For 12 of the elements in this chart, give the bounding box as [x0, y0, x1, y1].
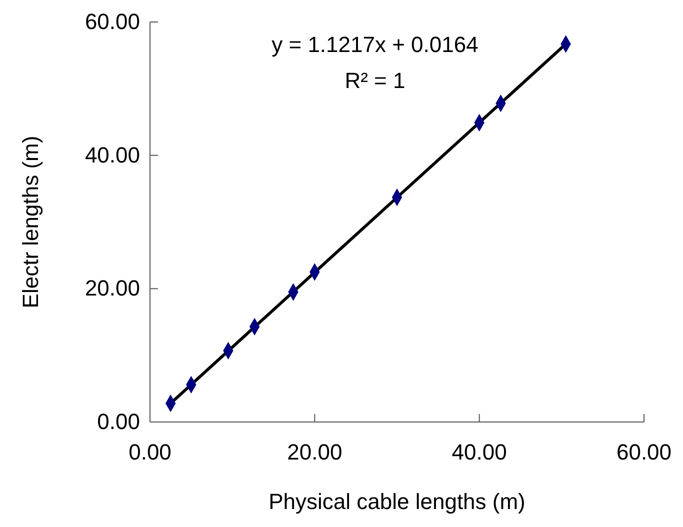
- y-tick-label: 40.00: [84, 142, 140, 168]
- annotation: R² = 1: [344, 68, 406, 93]
- x-axis-title: Physical cable lengths (m): [268, 489, 526, 514]
- y-tick-label: 0.00: [97, 409, 140, 434]
- x-tick-label: 40.00: [452, 440, 507, 465]
- y-axis-title: Electr lengths (m): [18, 136, 43, 308]
- x-tick-label: 0.00: [128, 440, 172, 465]
- x-tick-label: 20.00: [287, 440, 342, 465]
- y-tick-label: 20.00: [84, 276, 140, 301]
- x-tick-label: 60.00: [616, 440, 672, 465]
- y-tick-label: 60.00: [84, 9, 140, 34]
- annotation: y = 1.1217x + 0.0164: [272, 32, 478, 57]
